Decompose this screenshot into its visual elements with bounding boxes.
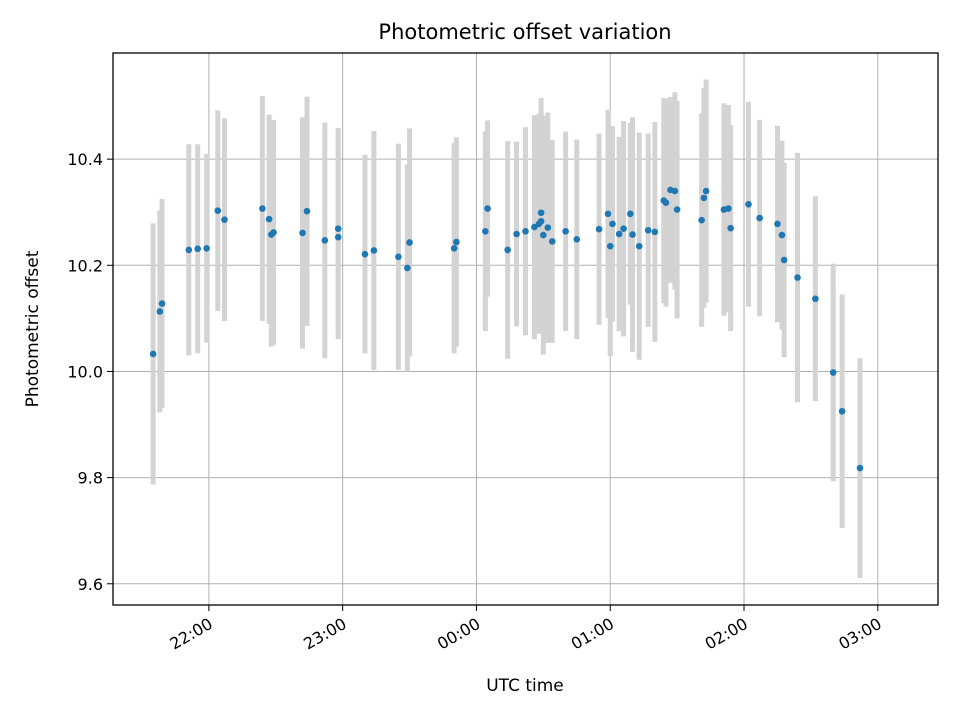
data-point (725, 205, 732, 212)
data-point (303, 207, 311, 215)
data-point (745, 200, 752, 208)
data-point (158, 300, 166, 307)
data-point (270, 229, 277, 236)
data-point (698, 216, 705, 224)
data-point (149, 350, 157, 358)
grid (113, 53, 938, 605)
data-point (606, 242, 614, 250)
y-axis-title: Photometric offset (23, 250, 43, 407)
x-axis-title: UTC time (486, 676, 564, 696)
data-point (778, 231, 786, 239)
data-point (651, 228, 659, 236)
x-tick-label: 22:00 (166, 614, 215, 654)
data-point (395, 253, 402, 261)
y-tick-label: 9.6 (78, 575, 103, 594)
data-point (404, 264, 411, 272)
data-point (156, 308, 164, 315)
y-axis: 9.6 9.8 10.0 10.2 10.4 (67, 150, 113, 594)
data-point (673, 206, 681, 213)
y-tick-label: 10.4 (67, 150, 103, 169)
data-point (838, 407, 846, 415)
data-point (522, 228, 529, 235)
data-point (214, 207, 222, 214)
data-point (321, 237, 329, 244)
x-tick-label: 02:00 (702, 614, 751, 654)
x-tick-label: 01:00 (568, 614, 617, 654)
data-point (829, 369, 837, 376)
data-point (644, 226, 652, 234)
data-point (185, 246, 193, 254)
data-point (265, 215, 273, 223)
data-point (702, 187, 710, 195)
data-point (548, 238, 556, 245)
data-point (361, 250, 369, 258)
plot-frame (112, 52, 939, 606)
data-point (504, 246, 511, 254)
data-point (635, 242, 643, 250)
data-point (203, 245, 210, 252)
data-point (537, 217, 545, 225)
y-tick-label: 9.8 (78, 469, 103, 488)
data-point (259, 205, 266, 212)
data-point (299, 229, 306, 237)
data-point (334, 233, 342, 241)
x-tick-label: 03:00 (835, 614, 884, 654)
data-point (629, 231, 636, 238)
data-point (562, 228, 569, 235)
data-points (149, 186, 864, 472)
data-point (406, 239, 413, 246)
data-point (604, 210, 612, 218)
data-point (615, 230, 623, 238)
data-point (450, 245, 458, 252)
data-point (595, 225, 603, 233)
data-point (194, 245, 202, 253)
x-axis: 22:00 23:00 00:00 01:00 02:00 03:00 (166, 605, 885, 654)
data-point (573, 236, 581, 243)
data-point (774, 220, 781, 228)
data-point (794, 274, 801, 281)
y-tick-label: 10.0 (67, 362, 103, 381)
x-tick-label: 00:00 (434, 614, 483, 654)
data-point (334, 225, 342, 232)
data-point (812, 295, 819, 303)
error-bars (150, 79, 863, 578)
data-point (221, 216, 228, 223)
data-point (756, 214, 763, 222)
x-tick-label: 23:00 (300, 614, 349, 654)
data-point (626, 210, 634, 218)
data-point (620, 225, 627, 232)
chart-title: Photometric offset variation (378, 20, 671, 44)
data-point (856, 464, 864, 472)
y-tick-label: 10.2 (67, 256, 103, 275)
data-point (609, 220, 616, 228)
data-point (453, 238, 460, 246)
data-point (484, 205, 491, 212)
data-point (544, 224, 552, 231)
data-point (780, 256, 788, 264)
data-point (370, 247, 378, 254)
data-point (671, 187, 679, 195)
data-point (700, 194, 708, 202)
data-point (513, 230, 520, 238)
data-point (540, 231, 547, 239)
data-point (482, 228, 489, 235)
data-point (727, 224, 734, 232)
data-point (662, 199, 670, 206)
data-point (537, 209, 545, 217)
